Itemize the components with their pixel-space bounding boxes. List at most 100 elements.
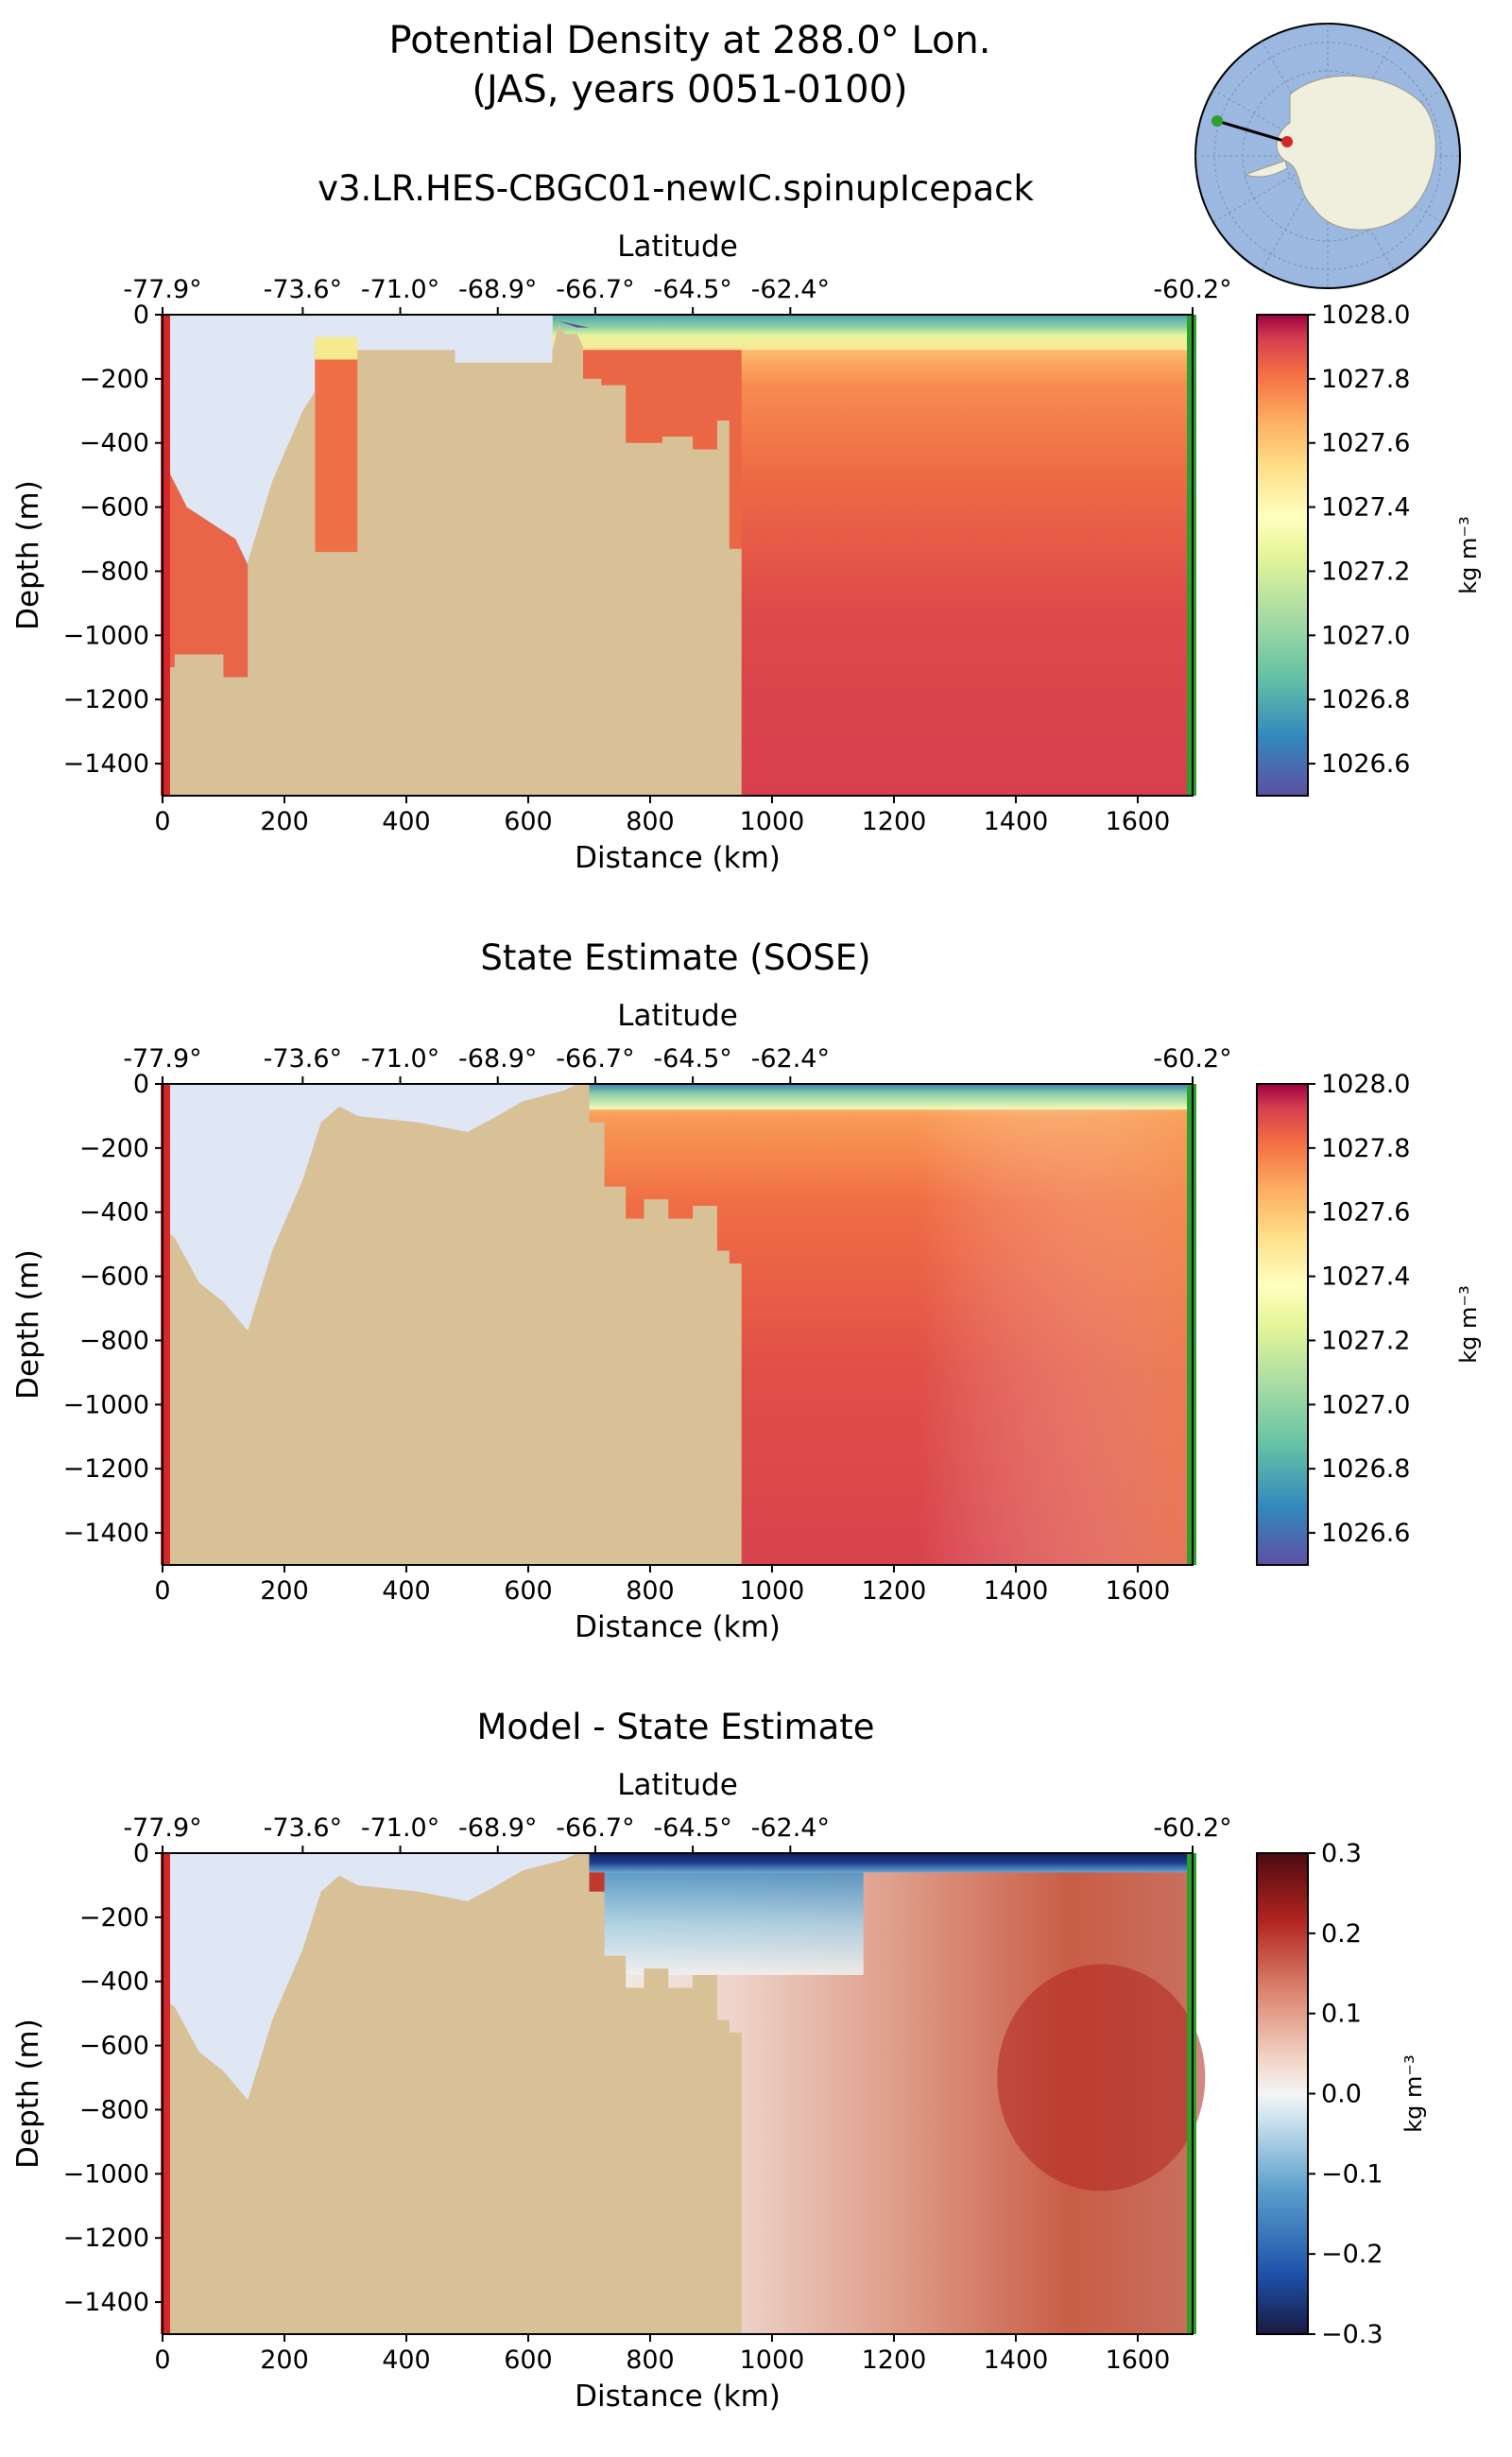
lat-tick-label: -71.0°	[361, 1813, 439, 1843]
y-axis-label: Depth (m)	[11, 1249, 45, 1400]
lat-tick-label: -66.7°	[556, 1044, 634, 1074]
lat-tick-label: -68.9°	[458, 275, 537, 304]
colorbar-tick-label: 1027.8	[1321, 1134, 1410, 1163]
colorbar-tick-label: −0.2	[1321, 2240, 1383, 2269]
antarctica-locator-map	[1194, 23, 1461, 289]
panel-title-sose: State Estimate (SOSE)	[480, 937, 871, 978]
panel-1: 0 200 400 600 800 1000 1200 1400 1600 Distance (k…	[11, 230, 1482, 875]
lat-tick-label: -66.7°	[556, 1813, 634, 1843]
lat-tick-label: -71.0°	[361, 275, 439, 304]
colorbar-tick-label: −0.3	[1321, 2320, 1383, 2349]
panel-3: 0 200 400 600 800 1000 1200 1400 1600 Distance (k…	[11, 1768, 1427, 2414]
lat-tick-label: -73.6°	[264, 275, 342, 304]
latitude-axis-label: Latitude	[617, 999, 738, 1033]
y-tick-label: −600	[79, 2032, 149, 2061]
lat-tick-label: -62.4°	[751, 1044, 830, 1074]
y-tick-label: −200	[79, 1134, 149, 1163]
lat-tick-label: -60.2°	[1153, 1813, 1231, 1843]
lat-tick-label: -68.9°	[458, 1813, 537, 1843]
transect-end-dot	[1211, 115, 1223, 127]
y-tick-label: −400	[79, 1967, 149, 1997]
x-tick-label: 400	[382, 807, 431, 836]
lat-tick-label: -60.2°	[1153, 275, 1231, 304]
colorbar-tick-label: 0.3	[1321, 1839, 1362, 1868]
x-tick-label: 1200	[862, 2345, 927, 2375]
lat-tick-label: -64.5°	[653, 275, 731, 304]
plot-frame	[162, 1852, 1194, 2335]
latitude-axis-label: Latitude	[617, 1768, 738, 1802]
x-tick-label: 1600	[1106, 1576, 1171, 1606]
x-tick-label: 1600	[1106, 807, 1171, 836]
x-tick-label: 800	[626, 807, 675, 836]
x-tick-label: 1400	[984, 807, 1049, 836]
y-tick-label: −1200	[63, 685, 149, 714]
colorbar-tick-label: 1026.6	[1321, 1519, 1410, 1548]
y-tick-label: −1400	[63, 749, 149, 779]
y-tick-label: 0	[133, 301, 149, 330]
transect-start-marker	[161, 1084, 170, 1565]
x-tick-label: 1400	[984, 2345, 1049, 2375]
x-tick-label: 400	[382, 2345, 431, 2375]
seafloor-bathymetry	[163, 1084, 742, 1565]
panel-2: 0 200 400 600 800 1000 1200 1400 1600 Distance (k…	[11, 999, 1482, 1644]
colorbar-tick-label: 1028.0	[1321, 1070, 1410, 1099]
x-tick-label: 1000	[740, 1576, 805, 1606]
colorbar-label: kg m⁻³	[1455, 516, 1482, 593]
antarctica-landmass	[1244, 75, 1436, 231]
seafloor-bathymetry	[163, 1853, 742, 2334]
lat-tick-label: -60.2°	[1153, 1044, 1231, 1074]
lat-tick-label: -62.4°	[751, 275, 830, 304]
panel-title-model: v3.LR.HES-CBGC01-newIC.spinupIcepack	[318, 168, 1034, 209]
x-tick-label: 1000	[740, 2345, 805, 2375]
x-tick-label: 0	[154, 2345, 170, 2375]
x-tick-label: 800	[626, 1576, 675, 1606]
colorbar-tick-label: 1027.0	[1321, 621, 1410, 650]
colorbar-tick-label: 1027.0	[1321, 1390, 1410, 1419]
colorbar-tick-label: 1026.8	[1321, 685, 1410, 714]
plot-frame	[162, 1083, 1194, 1566]
lat-tick-label: -77.9°	[123, 275, 201, 304]
y-axis-label: Depth (m)	[11, 480, 45, 630]
plot-frame	[162, 314, 1194, 797]
lat-tick-label: -73.6°	[264, 1044, 342, 1074]
x-tick-label: 600	[504, 1576, 553, 1606]
figure-title-line2: (JAS, years 0051-0100)	[472, 68, 908, 112]
x-tick-label: 200	[260, 1576, 309, 1606]
colorbar-tick-label: 1026.6	[1321, 749, 1410, 779]
y-tick-label: −600	[79, 1263, 149, 1292]
colorbar-tick-label: 1026.8	[1321, 1454, 1410, 1484]
figure-title-line1: Potential Density at 288.0° Lon.	[388, 19, 991, 62]
y-tick-label: −1200	[63, 2224, 149, 2253]
transect-line	[1216, 119, 1288, 144]
colorbar-label: kg m⁻³	[1455, 1285, 1482, 1363]
colorbar-tick-label: −0.1	[1321, 2159, 1383, 2189]
y-tick-label: −800	[79, 1326, 149, 1355]
colorbar-tick-label: 1027.4	[1321, 493, 1410, 523]
transect-start-marker	[161, 1853, 170, 2334]
panel-title-difference: Model - State Estimate	[476, 1707, 875, 1747]
y-tick-label: −200	[79, 1903, 149, 1933]
x-tick-label: 600	[504, 807, 553, 836]
x-tick-label: 1400	[984, 1576, 1049, 1606]
y-tick-label: −400	[79, 1198, 149, 1228]
lat-tick-label: -64.5°	[653, 1813, 731, 1843]
colorbar-tick-label: 1027.8	[1321, 365, 1410, 394]
lat-tick-label: -71.0°	[361, 1044, 439, 1074]
colorbar-tick-label: 1027.2	[1321, 1326, 1410, 1355]
colorbar-label: kg m⁻³	[1400, 2054, 1427, 2132]
lat-tick-label: -73.6°	[264, 1813, 342, 1843]
colorbar-tick-label: 1027.2	[1321, 557, 1410, 586]
y-tick-label: −1200	[63, 1454, 149, 1484]
y-tick-label: −200	[79, 365, 149, 394]
x-tick-label: 1000	[740, 807, 805, 836]
seafloor-bathymetry	[163, 324, 742, 796]
colorbar: 1028.0 1027.8 1027.6 1027.4 1027.2 1027.0 1026…	[1256, 1070, 1482, 1566]
y-tick-label: −800	[79, 2095, 149, 2124]
transect-start-dot	[1281, 136, 1293, 147]
y-tick-label: 0	[133, 1070, 149, 1099]
x-tick-label: 1200	[862, 807, 927, 836]
lat-tick-label: -77.9°	[123, 1044, 201, 1074]
y-tick-label: −600	[79, 493, 149, 523]
y-tick-label: −400	[79, 429, 149, 458]
transect-start-marker	[161, 315, 170, 796]
